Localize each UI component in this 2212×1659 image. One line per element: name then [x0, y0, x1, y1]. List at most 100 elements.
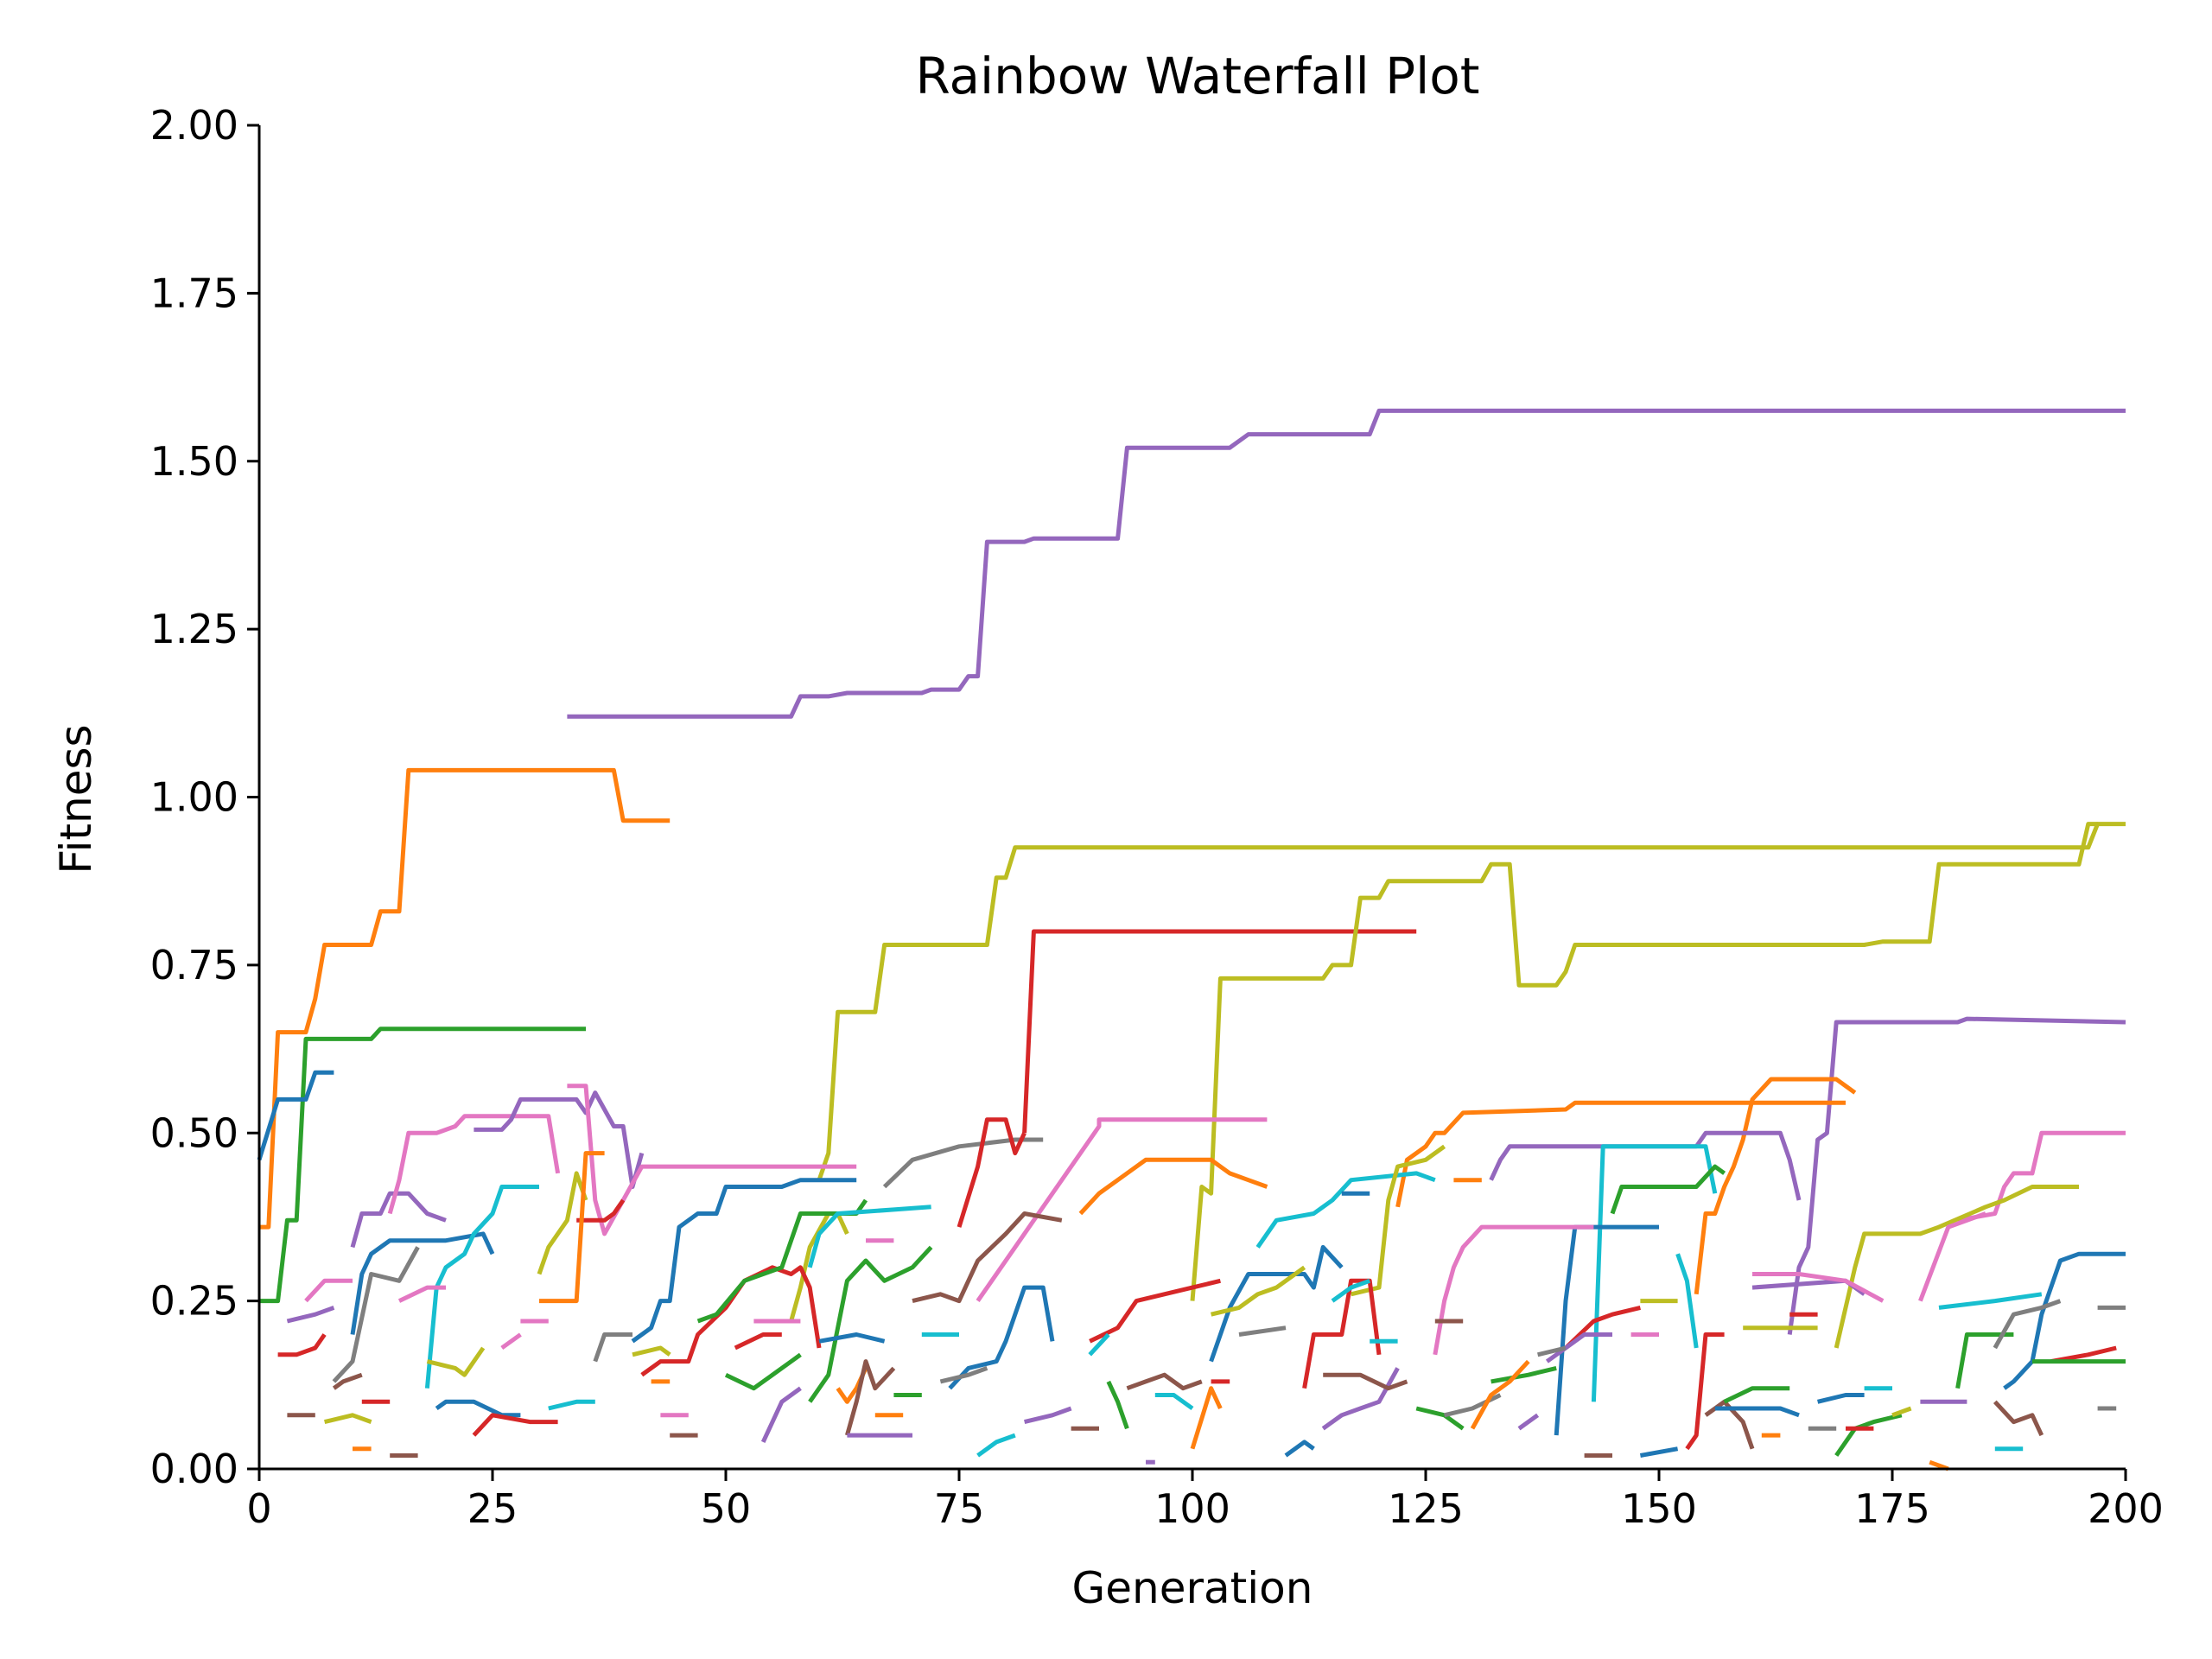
- y-ticks: 0.00 0.25 0.50 0.75 1.00 1.25 1.50 1.75 2.00: [150, 102, 259, 1492]
- y-axis-label: Fitness: [51, 724, 101, 874]
- x-tick-label: 200: [2088, 1485, 2164, 1532]
- series-line-41: [912, 1211, 1063, 1304]
- x-tick-label: 50: [701, 1485, 752, 1532]
- series-line-60: [332, 1246, 420, 1383]
- series-line-69: [1024, 1406, 1072, 1425]
- series-line-101: [593, 1332, 632, 1363]
- series-line-11: [474, 1090, 645, 1189]
- series-line-20: [1610, 1164, 1726, 1215]
- series-line-102: [632, 1345, 671, 1357]
- series-line-81: [1545, 1332, 1612, 1363]
- series-line-19: [631, 1178, 857, 1344]
- series-line-13: [976, 1117, 1268, 1303]
- series-line-36: [1433, 1224, 1594, 1356]
- series-line-34: [1255, 1171, 1436, 1249]
- series-line-96: [277, 1333, 327, 1357]
- series-line-21: [1554, 1224, 1659, 1436]
- series-line-93: [397, 1285, 446, 1303]
- x-tick-label: 0: [246, 1485, 271, 1532]
- series-line-6: [259, 1027, 586, 1304]
- series-line-64: [548, 1399, 595, 1411]
- x-tick-label: 175: [1854, 1485, 1930, 1532]
- series-line-49: [1938, 1292, 2043, 1310]
- series-line-127: [1517, 1413, 1540, 1431]
- series-line-72: [1238, 1325, 1287, 1337]
- series-line-91: [324, 1413, 372, 1425]
- series-line-43: [760, 1386, 802, 1443]
- series-line-99: [500, 1332, 522, 1351]
- series-line-8: [1787, 1016, 2126, 1335]
- series-line-115: [1088, 1332, 1110, 1357]
- series-line-46: [2003, 1251, 2126, 1390]
- series-line-63: [472, 1413, 558, 1437]
- series-line-10: [387, 1114, 561, 1215]
- chart-title: Rainbow Waterfall Plot: [915, 47, 1479, 105]
- series-line-61: [426, 1346, 486, 1377]
- series-line-45: [1834, 1185, 2079, 1349]
- series-line-5: [1190, 822, 2098, 1301]
- series-layer: [257, 408, 2126, 1471]
- series-line-9: [350, 1191, 447, 1249]
- series-line-4: [1022, 929, 1417, 1134]
- series-line-84: [1714, 1406, 1800, 1418]
- series-line-76: [1444, 1393, 1502, 1418]
- x-tick-label: 125: [1388, 1485, 1464, 1532]
- x-tick-label: 100: [1154, 1485, 1230, 1532]
- series-line-50: [1955, 1332, 2014, 1389]
- series-line-108: [818, 1332, 886, 1344]
- series-line-26: [957, 1117, 1027, 1228]
- y-tick-label: 0.75: [150, 942, 238, 988]
- series-line-79: [1639, 1446, 1679, 1458]
- series-line-3: [817, 822, 2126, 1181]
- series-line-2: [259, 767, 671, 1230]
- y-tick-label: 1.00: [150, 774, 238, 821]
- series-line-1: [567, 408, 2126, 719]
- series-line-59: [332, 1372, 363, 1390]
- series-line-136: [1817, 1393, 1865, 1404]
- x-ticks: 0 25 50 75 100 125 150 175 200: [246, 1469, 2164, 1532]
- series-line-30: [576, 1198, 626, 1223]
- series-line-15: [1694, 1077, 1857, 1295]
- series-line-77: [1491, 1365, 1557, 1384]
- y-tick-label: 1.50: [150, 438, 238, 485]
- series-line-85: [1834, 1413, 1903, 1457]
- series-line-14: [1395, 1100, 1846, 1208]
- series-line-73: [1321, 1367, 1400, 1431]
- series-line-95: [304, 1278, 353, 1303]
- series-line-65: [724, 1352, 802, 1391]
- series-line-22: [789, 1211, 849, 1322]
- series-line-48: [1918, 1211, 1986, 1302]
- series-line-62: [435, 1399, 521, 1418]
- y-tick-label: 0.25: [150, 1278, 238, 1325]
- series-line-58: [1752, 1272, 1885, 1303]
- series-line-94: [286, 1306, 335, 1324]
- series-line-132: [1675, 1253, 1699, 1349]
- series-line-70: [1126, 1372, 1203, 1391]
- series-line-42: [1302, 1278, 1382, 1389]
- series-line-67: [844, 1359, 896, 1436]
- series-line-38: [1089, 1278, 1221, 1344]
- series-line-25: [882, 1137, 1044, 1189]
- series-line-40: [807, 1205, 931, 1268]
- y-tick-label: 0.00: [150, 1446, 238, 1492]
- y-tick-label: 0.50: [150, 1109, 238, 1156]
- x-tick-label: 75: [934, 1485, 985, 1532]
- series-line-35: [1351, 1144, 1446, 1297]
- series-line-51: [1993, 1400, 2044, 1437]
- series-line-128: [1537, 1345, 1567, 1357]
- series-line-28: [424, 1185, 539, 1389]
- x-tick-label: 150: [1621, 1485, 1697, 1532]
- x-axis-label: Generation: [1072, 1563, 1313, 1613]
- series-line-33: [1078, 1157, 1268, 1216]
- series-line-68: [976, 1433, 1016, 1458]
- series-line-119: [1190, 1386, 1223, 1450]
- series-line-80: [1564, 1305, 1641, 1350]
- y-tick-label: 2.00: [150, 102, 238, 149]
- series-line-118: [1154, 1393, 1194, 1411]
- series-line-17: [1957, 1130, 2126, 1223]
- y-tick-label: 1.75: [150, 270, 238, 316]
- series-line-106: [734, 1332, 782, 1351]
- series-line-138: [1891, 1406, 1912, 1418]
- series-line-71: [1211, 1265, 1306, 1317]
